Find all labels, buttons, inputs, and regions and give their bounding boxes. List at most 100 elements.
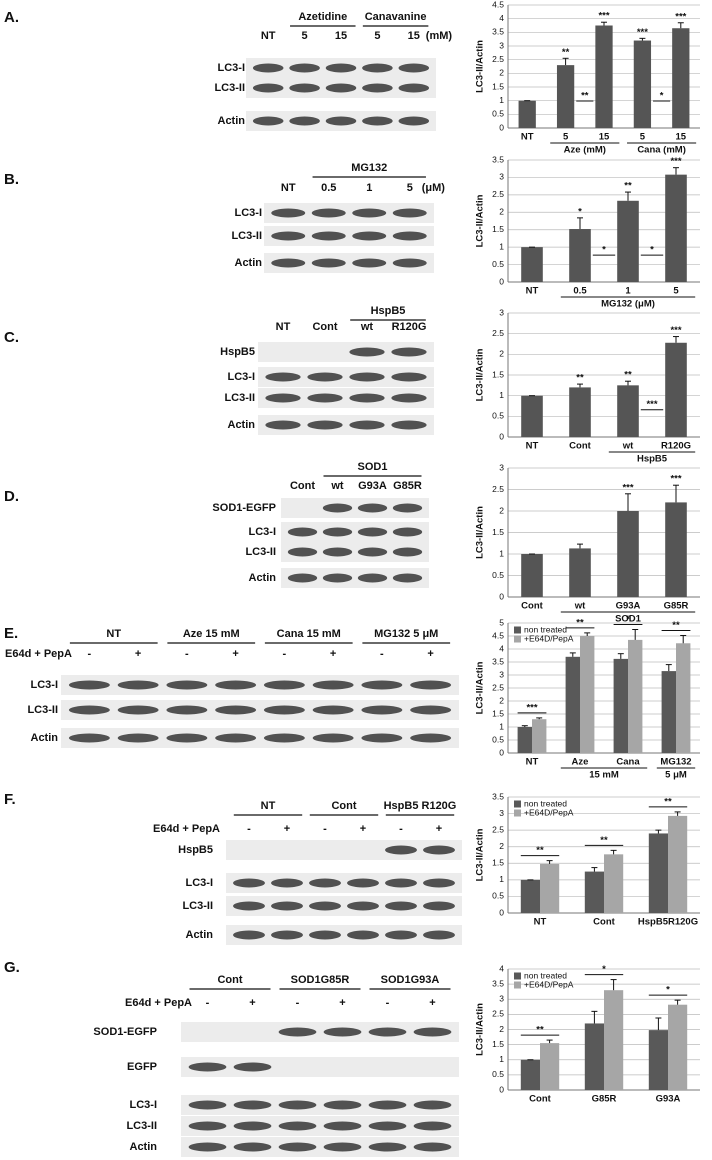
- band: [398, 83, 430, 93]
- band: [349, 393, 385, 403]
- band: [357, 527, 388, 537]
- y-tick-label: 3.5: [492, 656, 504, 666]
- y-tick-label: 1.5: [492, 858, 504, 868]
- band: [271, 231, 306, 241]
- band: [349, 420, 385, 430]
- row-label: LC3-I: [130, 1099, 158, 1111]
- band: [325, 116, 357, 126]
- band: [368, 1142, 407, 1152]
- lane-label: NT: [281, 182, 296, 194]
- row-label: LC3-I: [249, 526, 277, 538]
- band: [265, 420, 301, 430]
- band: [392, 258, 427, 268]
- significance: ***: [670, 156, 681, 167]
- row-label: Actin: [186, 929, 214, 941]
- significance: *: [602, 964, 606, 975]
- blot-strip: [226, 873, 462, 893]
- band: [117, 705, 159, 715]
- band: [278, 1142, 317, 1152]
- band: [410, 733, 452, 743]
- lane-group-label: Canavanine: [365, 11, 427, 23]
- x-tick-label: Cont: [521, 601, 543, 612]
- blot-strip: [258, 415, 434, 435]
- legend-label: +E64D/PepA: [524, 979, 574, 989]
- significance: **: [536, 845, 544, 856]
- bar: [628, 639, 643, 753]
- band: [362, 116, 393, 126]
- band: [287, 547, 318, 557]
- y-tick-label: 0.5: [492, 109, 504, 119]
- band: [368, 1121, 407, 1131]
- row-label: LC3-I: [228, 371, 256, 383]
- group-label: Cana (mM): [637, 145, 686, 156]
- band: [423, 901, 455, 911]
- lane-label: +: [427, 648, 433, 660]
- bar: [540, 863, 560, 913]
- lane-label: 5: [374, 30, 380, 42]
- x-tick-label: NT: [526, 757, 539, 768]
- bar: [569, 229, 591, 282]
- band: [352, 258, 387, 268]
- y-tick-label: 2: [499, 207, 504, 217]
- lane-label: 5: [302, 30, 308, 42]
- y-tick-label: 0.5: [492, 411, 504, 421]
- x-tick-label: 5: [673, 286, 679, 297]
- blot-strip: [258, 342, 434, 362]
- band: [309, 930, 341, 940]
- band: [325, 83, 357, 93]
- x-tick-label: 15: [676, 132, 687, 143]
- significance: *: [666, 985, 670, 996]
- y-tick-label: 3: [499, 307, 504, 317]
- band: [410, 705, 452, 715]
- band: [233, 1100, 272, 1110]
- row-label: Actin: [249, 572, 277, 584]
- y-tick-label: 1.5: [492, 369, 504, 379]
- legend-label: +E64D/PepA: [524, 633, 574, 643]
- row-label: Actin: [218, 115, 246, 127]
- band: [392, 547, 423, 557]
- bar: [676, 643, 691, 753]
- lane-label: Cont: [290, 480, 315, 492]
- row-label: LC3-I: [31, 679, 59, 691]
- significance: **: [624, 181, 632, 192]
- y-tick-label: 2.5: [492, 328, 504, 338]
- significance: ***: [526, 702, 537, 713]
- lane-group-label: MG132: [351, 162, 387, 174]
- band: [352, 208, 387, 218]
- y-tick-label: 1: [499, 721, 504, 731]
- y-tick-label: 0: [499, 591, 504, 601]
- y-tick-label: 2.5: [492, 54, 504, 64]
- band: [166, 705, 208, 715]
- y-tick-label: 4: [499, 643, 504, 653]
- row-label: LC3-II: [182, 900, 213, 912]
- significance: ***: [598, 11, 609, 22]
- blot-strip: [226, 925, 462, 945]
- group-label: 15 mM: [589, 770, 619, 781]
- blot-strip: [264, 253, 434, 273]
- significance: **: [581, 90, 589, 101]
- row-label: LC3-II: [126, 1120, 157, 1132]
- band: [278, 1121, 317, 1131]
- band: [233, 1062, 272, 1072]
- lane-label: -: [185, 648, 189, 660]
- lane-group-label: HspB5: [371, 305, 406, 317]
- row-label: Actin: [235, 257, 263, 269]
- band: [347, 878, 379, 888]
- significance: **: [562, 47, 570, 58]
- significance: *: [578, 206, 582, 217]
- band: [392, 208, 427, 218]
- lane-label: +: [339, 997, 345, 1009]
- lane-label: -: [296, 997, 300, 1009]
- significance: **: [536, 1025, 544, 1036]
- bar: [604, 990, 624, 1090]
- x-tick-label: 0.5: [573, 286, 587, 297]
- lane-label: -: [323, 823, 327, 835]
- bar: [604, 854, 624, 913]
- lane-label: -: [88, 648, 92, 660]
- lane-label: 1: [366, 182, 372, 194]
- blot-strip: [281, 498, 429, 518]
- band: [423, 930, 455, 940]
- band: [322, 527, 353, 537]
- band: [357, 503, 388, 513]
- y-tick-label: 0.5: [492, 891, 504, 901]
